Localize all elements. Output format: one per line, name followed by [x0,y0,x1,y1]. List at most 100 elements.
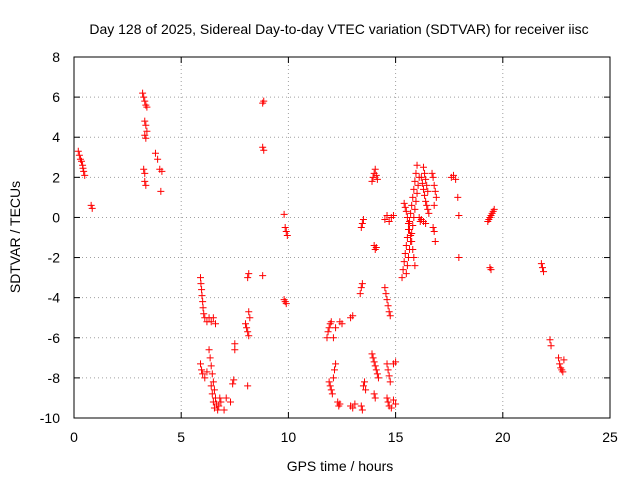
data-point [546,336,554,344]
data-point [386,312,394,320]
data-point [372,244,380,252]
y-tick-label: -4 [48,290,61,306]
data-point [413,161,421,169]
data-point [413,189,421,197]
data-point [421,169,429,177]
data-point [424,205,432,213]
data-point [328,390,336,398]
data-point [430,181,438,189]
data-point [372,366,380,374]
data-point [430,201,438,209]
data-point [88,204,96,212]
data-point [336,400,344,408]
data-point [209,314,217,322]
data-point [332,360,340,368]
data-point [201,374,209,382]
data-point [540,268,548,276]
x-tick-label: 20 [495,429,511,445]
data-point [245,308,253,316]
data-point [217,398,225,406]
data-point [373,370,381,378]
data-point [538,264,546,272]
data-point [401,203,409,211]
data-point [422,175,430,183]
data-point [419,163,427,171]
data-point [421,191,429,199]
data-point [455,211,463,219]
data-point [198,286,206,294]
data-point [357,402,365,410]
data-point [410,185,418,193]
data-point [400,199,408,207]
data-point [330,366,338,374]
data-point [408,229,416,237]
data-point [75,151,83,159]
data-point [409,221,417,229]
data-point [406,225,414,233]
data-point [198,292,206,300]
data-point [371,394,379,402]
data-point [357,223,365,231]
data-point [385,372,393,380]
data-point [452,175,460,183]
data-point [429,173,437,181]
data-point [281,223,289,231]
data-point [556,360,564,368]
data-point [392,400,400,408]
data-point [142,134,150,142]
data-point [205,346,213,354]
data-point [411,177,419,185]
y-tick-label: 2 [52,169,60,185]
data-point [245,270,253,278]
data-point [403,262,411,270]
data-point [411,205,419,213]
data-point [385,308,393,316]
x-tick-label: 25 [602,429,618,445]
data-point [259,143,267,151]
data-point [547,342,555,350]
data-point [373,175,381,183]
data-point [374,374,382,382]
data-point [369,354,377,362]
data-point [408,201,416,209]
data-point [424,187,432,195]
data-point [401,250,409,258]
data-point [383,211,391,219]
data-point [203,368,211,376]
data-point [414,181,422,189]
data-point [402,242,410,250]
data-point [359,215,367,223]
data-point [210,386,218,394]
data-point [385,217,393,225]
data-point [141,117,149,125]
data-point [412,197,420,205]
data-point [207,318,215,326]
data-point [349,312,357,320]
data-point [208,370,216,378]
data-point [325,324,333,332]
y-tick-label: -2 [48,250,61,266]
data-point [158,167,166,175]
data-point [327,318,335,326]
data-point [404,254,412,262]
data-point [381,284,389,292]
data-point [74,147,82,155]
data-point [368,177,376,185]
data-point [154,155,162,163]
y-tick-label: -6 [48,330,61,346]
data-point [246,314,254,322]
grid-lines [74,57,610,418]
data-point [389,396,397,404]
data-point [404,219,412,227]
data-point [208,390,216,398]
data-point [230,376,238,384]
data-point [216,394,224,402]
data-point [406,246,414,254]
y-tick-label: 0 [52,209,60,225]
data-point [407,209,415,217]
data-point [361,378,369,386]
data-point [200,310,208,318]
data-point [199,304,207,312]
data-point [362,386,370,394]
data-point [81,171,89,179]
